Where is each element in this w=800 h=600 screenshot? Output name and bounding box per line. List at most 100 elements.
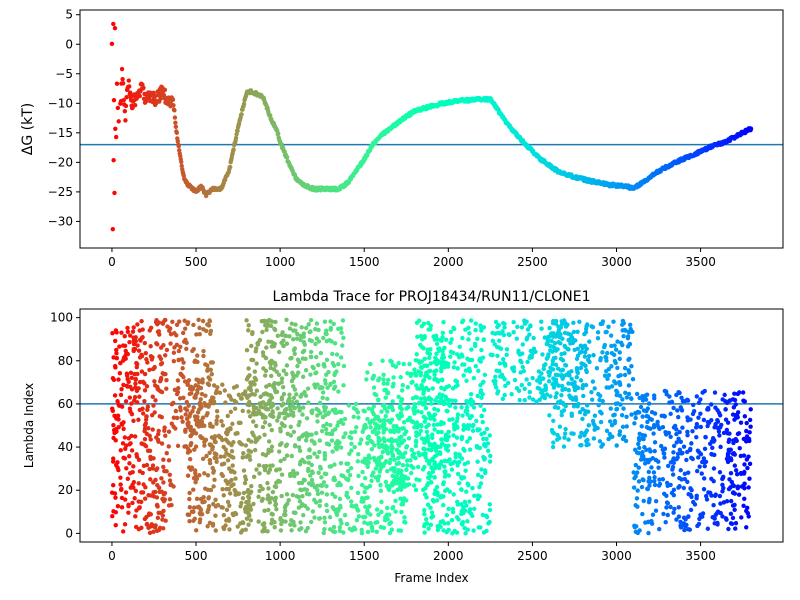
lambda-point: [334, 352, 340, 357]
lambda-point: [157, 354, 162, 359]
lambda-point: [400, 462, 406, 468]
lambda-point: [132, 398, 137, 403]
lambda-point: [116, 424, 121, 430]
lambda-point: [476, 525, 481, 530]
lambda-point: [515, 324, 520, 330]
lambda-point: [392, 481, 397, 486]
lambda-point: [728, 511, 734, 517]
lambda-point: [506, 332, 511, 337]
lambda-point: [164, 378, 169, 383]
lambda-point: [660, 477, 666, 482]
lambda-point: [742, 414, 748, 419]
lambda-point: [327, 431, 333, 437]
y-tick-label: −10: [48, 96, 73, 110]
lambda-point: [440, 330, 446, 336]
lambda-point: [240, 496, 246, 501]
lambda-point: [592, 423, 598, 429]
lambda-point: [161, 464, 166, 470]
lambda-point: [525, 359, 530, 365]
lambda-point: [185, 473, 191, 478]
lambda-x-axis-label: Frame Index: [394, 571, 468, 585]
lambda-point: [480, 419, 485, 425]
lambda-point: [139, 319, 144, 324]
lambda-point: [118, 475, 123, 480]
lambda-point: [688, 446, 693, 452]
x-tick-label: 3500: [685, 549, 716, 563]
lambda-point: [113, 510, 119, 515]
lambda-point: [254, 361, 259, 366]
lambda-point: [149, 357, 155, 362]
lambda-point: [409, 380, 414, 385]
delta-g-panel: 0 500 1000 1500 2000 2500 3000 3500 50−5−10−15−…: [20, 8, 784, 269]
lambda-point: [171, 484, 176, 489]
lambda-point: [363, 504, 368, 510]
lambda-point: [366, 460, 371, 465]
lambda-point: [688, 507, 694, 513]
lambda-point: [705, 419, 711, 425]
lambda-point: [701, 417, 707, 423]
lambda-point: [637, 431, 642, 437]
lambda-point: [324, 328, 329, 333]
lambda-point: [128, 370, 134, 376]
lambda-point: [112, 430, 117, 436]
lambda-point: [266, 439, 272, 444]
lambda-point: [553, 372, 559, 378]
lambda-point: [576, 401, 581, 407]
lambda-point: [452, 442, 457, 447]
lambda-point: [185, 381, 190, 386]
lambda-point: [302, 503, 308, 509]
lambda-point: [340, 343, 345, 348]
lambda-point: [118, 448, 123, 453]
lambda-point: [126, 436, 131, 441]
y-tick-label: 100: [50, 311, 73, 325]
lambda-point: [297, 408, 302, 413]
lambda-point: [739, 515, 744, 520]
lambda-point: [384, 505, 390, 511]
lambda-point: [644, 424, 650, 430]
lambda-point: [252, 392, 258, 397]
lambda-point: [113, 522, 118, 528]
lambda-point: [688, 417, 693, 422]
lambda-point: [186, 512, 192, 518]
delta-g-point: [173, 120, 178, 125]
lambda-point: [113, 338, 118, 344]
lambda-point: [615, 401, 620, 406]
lambda-point: [446, 429, 451, 435]
lambda-point: [275, 418, 280, 423]
lambda-point: [661, 451, 666, 456]
lambda-point: [160, 496, 165, 502]
lambda-point: [471, 375, 477, 381]
lambda-point: [156, 329, 162, 334]
lambda-point: [463, 468, 468, 473]
lambda-point: [497, 361, 503, 366]
lambda-point: [543, 362, 548, 367]
lambda-point: [289, 528, 294, 533]
lambda-point: [620, 424, 626, 430]
lambda-point: [721, 474, 726, 480]
lambda-point: [193, 417, 198, 423]
lambda-point: [646, 469, 652, 475]
lambda-point: [467, 331, 472, 336]
lambda-point: [353, 504, 359, 509]
lambda-point: [246, 328, 251, 333]
lambda-point: [367, 504, 372, 509]
lambda-point: [375, 463, 380, 468]
lambda-point: [442, 488, 448, 494]
lambda-point: [199, 511, 205, 517]
lambda-point: [426, 526, 431, 531]
lambda-point: [179, 357, 185, 362]
lambda-point: [239, 396, 244, 401]
lambda-point: [685, 429, 690, 435]
lambda-point: [262, 373, 268, 378]
lambda-point: [564, 372, 569, 377]
lambda-point: [717, 493, 723, 499]
lambda-point: [305, 455, 311, 460]
lambda-point: [668, 411, 673, 417]
lambda-point: [428, 473, 433, 479]
lambda-point: [633, 415, 638, 421]
lambda-panel: Lambda Trace for PROJ18434/RUN11/CLONE1 …: [22, 289, 784, 585]
lambda-point: [309, 338, 314, 344]
lambda-point: [293, 328, 298, 333]
lambda-point: [733, 468, 739, 473]
lambda-point: [334, 410, 339, 415]
